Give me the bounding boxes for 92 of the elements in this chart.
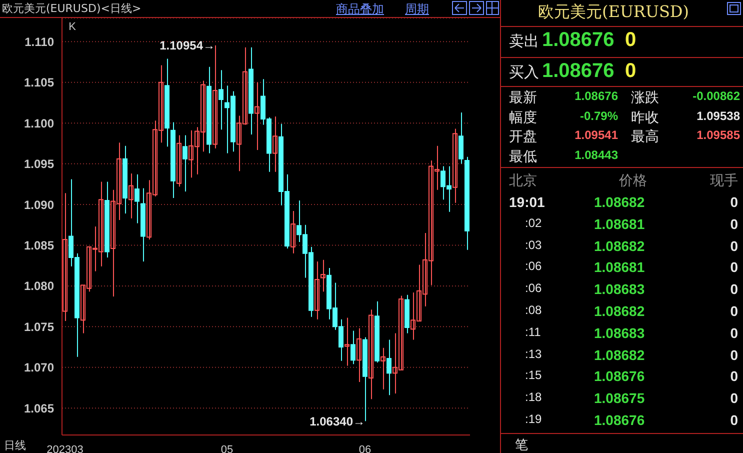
candlestick	[62, 193, 68, 321]
text: 0	[625, 29, 636, 52]
y-tick-label: 1.085	[24, 238, 54, 252]
candlestick	[272, 116, 278, 172]
candlestick	[314, 262, 320, 320]
text: 商品叠加	[336, 1, 384, 18]
text: 昨收	[631, 108, 659, 126]
text: 1.08682	[594, 194, 645, 210]
text: 0	[730, 390, 738, 406]
text: :06	[525, 281, 542, 296]
candlestick	[344, 318, 350, 366]
annotation: 1.10954→	[160, 38, 215, 53]
x-axis-title: 日线	[4, 438, 26, 453]
text: :13	[525, 346, 542, 361]
text: 1.08682	[594, 238, 645, 254]
y-tick-label: 1.095	[24, 157, 54, 172]
text: 最低	[509, 148, 537, 166]
text: 1.09541	[574, 128, 618, 142]
candlestick	[320, 260, 326, 292]
text: 1.08681	[594, 216, 645, 232]
y-tick-label: 1.065	[24, 401, 54, 416]
text: 卖出	[509, 32, 539, 51]
y-tick-label: 1.075	[24, 320, 54, 334]
text: 0	[730, 238, 738, 254]
y-tick-label: 1.105	[24, 76, 54, 90]
candlestick	[212, 45, 218, 148]
text: 北京	[509, 172, 537, 190]
text: 最高	[631, 128, 659, 146]
text: 现手	[710, 172, 738, 190]
candlestick	[128, 174, 134, 218]
text: 0	[730, 346, 738, 363]
text: 1.08676	[542, 29, 614, 52]
text: 1.08683	[594, 324, 645, 341]
x-tick-label: 202303	[46, 444, 84, 453]
text: 1.09585	[696, 128, 740, 142]
text: :15	[525, 368, 542, 382]
chart-title: 欧元美元(EURUSD)<日线>	[2, 1, 142, 16]
text: 0	[730, 412, 738, 428]
text: 涨跌	[631, 89, 659, 107]
text: 1.08681	[594, 259, 645, 276]
text: 1.08676	[594, 368, 645, 384]
text: -0.79%	[580, 108, 618, 122]
y-tick-label: 1.090	[24, 198, 54, 212]
y-tick-label: 1.080	[24, 279, 54, 294]
text: -0.00862	[692, 89, 740, 103]
text: 1.08683	[594, 281, 645, 298]
text: :03	[525, 238, 542, 252]
text: 1.08443	[574, 148, 618, 162]
text: 1.08682	[594, 346, 645, 363]
y-axis-title: K	[68, 20, 77, 33]
text: 1.09538	[696, 108, 740, 122]
text: :18	[525, 390, 542, 404]
text: 0	[625, 60, 636, 83]
y-tick-label: 1.100	[24, 116, 54, 130]
candlestick	[368, 310, 374, 400]
text: 1.08682	[594, 303, 645, 319]
text: :11	[525, 324, 541, 339]
text: :08	[525, 303, 542, 317]
candlestick	[254, 82, 260, 150]
candlestick	[290, 211, 296, 254]
y-tick-label: 1.070	[24, 360, 54, 375]
text: 0	[730, 259, 738, 276]
candlestick	[380, 348, 386, 390]
text: 0	[730, 324, 738, 341]
text: 周期	[405, 1, 429, 18]
text: 19:01	[509, 194, 545, 210]
text: 0	[730, 216, 738, 232]
x-tick-label: 05	[220, 444, 234, 453]
text: 0	[730, 368, 738, 384]
text: 1.08676	[542, 60, 614, 83]
text: 欧元美元(EURUSD)	[537, 2, 690, 23]
text: 价格	[619, 172, 647, 190]
text: 最新	[509, 89, 537, 107]
x-tick-label: 06	[358, 444, 372, 453]
candlestick	[176, 135, 182, 187]
y-tick-label: 1.110	[24, 34, 54, 49]
text: :19	[525, 412, 542, 426]
candlestick	[452, 128, 458, 203]
text: 开盘	[509, 128, 537, 146]
text: 1.08676	[574, 89, 618, 103]
annotation: 1.06340→	[310, 414, 365, 428]
text: 1.08676	[594, 412, 645, 428]
text: 1.08675	[594, 390, 645, 406]
text: 笔	[515, 437, 528, 453]
text: 幅度	[509, 108, 537, 126]
text: 0	[730, 281, 738, 298]
text: :02	[525, 216, 542, 230]
text: 0	[730, 303, 738, 319]
candlestick	[356, 328, 362, 382]
text: 0	[730, 194, 738, 210]
text: :06	[525, 259, 542, 274]
text: 买入	[509, 63, 539, 82]
